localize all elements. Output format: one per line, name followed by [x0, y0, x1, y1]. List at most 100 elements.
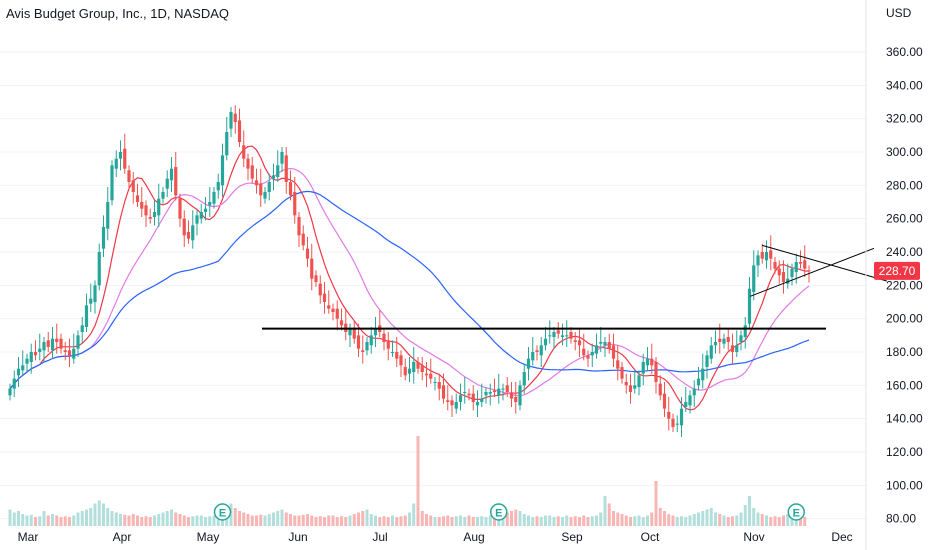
- volume-bar: [17, 511, 20, 526]
- price-tick-label: 200.00: [886, 312, 923, 326]
- candle-body: [84, 305, 89, 327]
- candle-body: [335, 308, 339, 319]
- volume-bar: [629, 517, 632, 526]
- candle-body: [484, 392, 488, 396]
- candle-body: [284, 155, 288, 182]
- volume-bar: [476, 517, 479, 526]
- candle-body: [522, 372, 526, 386]
- candle-body: [611, 345, 616, 359]
- candle-body: [339, 320, 344, 326]
- candle-body: [650, 358, 654, 366]
- candle-body: [671, 418, 675, 427]
- candle-body: [628, 385, 633, 392]
- volume-bar: [590, 516, 594, 526]
- volume-bar: [603, 496, 607, 526]
- volume-bar: [408, 512, 411, 526]
- earnings-marker-circle: [213, 503, 232, 521]
- volume-bar: [569, 517, 573, 526]
- volume-bar: [493, 517, 496, 526]
- candle-body: [450, 400, 454, 406]
- price-tick-label: 280.00: [886, 178, 923, 192]
- candle-body: [16, 368, 21, 376]
- volume-bar: [340, 516, 343, 526]
- candle-body: [390, 352, 395, 353]
- volume-bar: [85, 509, 88, 526]
- candle-body: [118, 152, 123, 159]
- volume-bar: [187, 517, 190, 526]
- volume-bar: [548, 515, 552, 526]
- candle-body: [50, 338, 55, 351]
- candle-body: [67, 350, 72, 356]
- candle-body: [386, 340, 390, 349]
- volume-bar: [450, 517, 454, 526]
- candle-body: [531, 352, 535, 361]
- earnings-marker-label: E: [793, 508, 800, 520]
- volume-bar: [391, 515, 394, 526]
- candle-body: [412, 362, 416, 372]
- volume-bar: [518, 511, 522, 526]
- candle-body: [318, 283, 322, 296]
- volume-bar: [55, 515, 59, 526]
- candle-body: [182, 218, 186, 236]
- time-tick-label: Aug: [463, 530, 484, 544]
- volume-bar: [365, 509, 369, 526]
- volume-bar: [505, 512, 509, 526]
- price-tick-label: 360.00: [886, 45, 923, 59]
- price-tick-label: 260.00: [886, 212, 923, 226]
- volume-bar: [335, 517, 339, 526]
- volume-bar: [59, 517, 63, 526]
- volume-bar: [306, 514, 309, 526]
- volume-bar: [777, 517, 781, 526]
- price-axis[interactable]: USD 80.00 100.00 120.00 140.00 160.00 180.00 2…: [865, 0, 923, 550]
- price-tick-label: 140.00: [886, 412, 923, 426]
- candle-body: [803, 260, 807, 269]
- candle-body: [594, 345, 599, 354]
- volume-bar: [153, 515, 156, 526]
- candle-body: [480, 398, 484, 402]
- volume-bar: [692, 514, 696, 526]
- price-tick-label: 100.00: [886, 478, 923, 492]
- candle-body: [216, 182, 220, 191]
- moving-average-line: [9, 190, 810, 390]
- volume-bar: [722, 515, 726, 526]
- earnings-marker: E: [787, 503, 805, 521]
- volume-bar: [420, 511, 424, 526]
- volume-bar: [297, 515, 301, 526]
- volume-bar: [42, 511, 46, 526]
- trendline-drawings[interactable]: [262, 244, 887, 330]
- price-tick-label: 240.00: [886, 245, 923, 259]
- volume-bar: [701, 511, 705, 526]
- candle-body: [72, 348, 76, 359]
- candle-body: [798, 262, 803, 264]
- candle-body: [356, 335, 361, 349]
- volume-bar: [233, 508, 237, 526]
- candle-body: [89, 298, 93, 304]
- candle-body: [212, 192, 216, 204]
- candle-body: [365, 342, 369, 351]
- candle-body: [735, 345, 739, 352]
- volume-bar: [182, 515, 186, 526]
- volume-bar: [471, 517, 475, 526]
- candle-body: [259, 183, 263, 196]
- volume-bar: [255, 515, 258, 526]
- volume-bar: [259, 514, 263, 526]
- volume-bar: [463, 517, 467, 526]
- time-axis[interactable]: Mar Apr May Jun Jul Aug Sep Oct Nov Dec: [18, 530, 853, 544]
- candle-body: [713, 342, 718, 346]
- time-tick-label: Oct: [641, 530, 660, 544]
- volume-bar: [769, 517, 773, 526]
- volume-bar: [667, 514, 671, 526]
- volume-bar: [765, 515, 768, 526]
- candle-body: [322, 293, 327, 302]
- candle-body: [305, 248, 310, 259]
- volume-bar: [301, 514, 305, 526]
- last-price-badge: 228.70: [874, 261, 920, 280]
- volume-bar: [646, 515, 649, 526]
- volume-bar: [595, 515, 598, 526]
- candle-body: [441, 385, 446, 399]
- candle-body: [174, 167, 178, 196]
- volume-bar: [212, 515, 216, 526]
- candle-body: [616, 360, 620, 369]
